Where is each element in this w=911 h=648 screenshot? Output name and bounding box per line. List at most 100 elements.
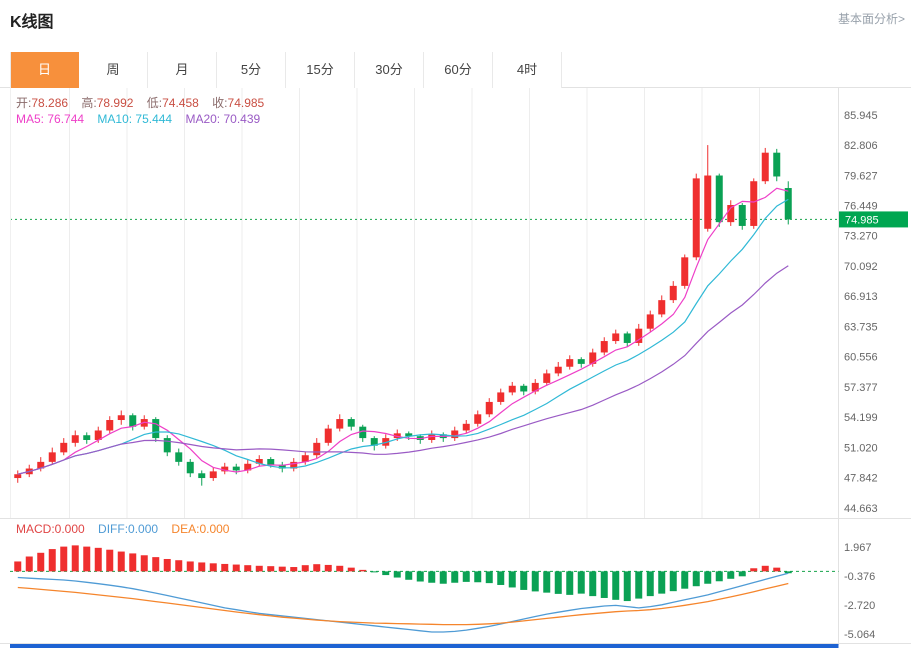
candle-body: [336, 419, 344, 429]
macd-hist-bar: [313, 564, 321, 572]
price-axis-label: 44.663: [844, 503, 878, 515]
candle-body: [198, 473, 206, 479]
candle-body: [48, 452, 56, 462]
macd-value: MACD:0.000: [16, 522, 85, 536]
macd-hist-bar: [566, 571, 574, 595]
tab-30min[interactable]: 30分: [355, 52, 424, 88]
candle-body: [600, 341, 608, 353]
candle-body: [267, 459, 275, 465]
macd-hist-bar: [198, 562, 206, 572]
price-axis-label: 47.842: [844, 473, 878, 485]
candle-body: [485, 401, 493, 415]
macd-hist-bar: [37, 552, 45, 572]
price-axis-label: 51.020: [844, 442, 878, 454]
candle-body: [163, 438, 171, 453]
price-axis-label: 76.449: [844, 200, 878, 212]
macd-hist-bar: [347, 567, 355, 572]
candle-body: [393, 433, 401, 439]
candle-body: [14, 474, 22, 479]
macd-hist-bar: [612, 571, 620, 600]
candle-body: [313, 442, 321, 456]
candle-body: [175, 452, 183, 462]
candle-body: [416, 436, 424, 440]
candle-body: [692, 178, 700, 258]
macd-hist-bar: [278, 566, 286, 572]
candle-body: [520, 385, 528, 392]
candle-body: [278, 464, 286, 469]
price-axis-label: 70.092: [844, 261, 878, 273]
tab-60min[interactable]: 60分: [424, 52, 493, 88]
macd-hist-bar: [359, 569, 367, 572]
kline-chart-svg[interactable]: 85.945 82.806 79.627 76.449 73.270 70.092 66.9…: [0, 88, 911, 648]
macd-hist-bar: [704, 571, 712, 584]
macd-hist-bar: [221, 563, 229, 572]
candle-body: [255, 459, 263, 464]
macd-hist-bar: [669, 571, 677, 592]
macd-hist-bar: [94, 547, 102, 572]
tab-4hour[interactable]: 4时: [493, 52, 562, 88]
candle-body: [612, 333, 620, 342]
macd-hist-bar: [474, 571, 482, 583]
macd-hist-bar: [209, 563, 217, 572]
candle-body: [71, 435, 79, 443]
ma5-value: MA5: 76.744: [16, 112, 85, 126]
candle-body: [152, 419, 160, 439]
macd-hist-bar: [244, 565, 252, 572]
chart-scrollbar[interactable]: [10, 644, 839, 648]
candle-body: [290, 461, 298, 469]
kline-chart[interactable]: 85.945 82.806 79.627 76.449 73.270 70.092 66.9…: [0, 88, 911, 648]
macd-hist-bar: [543, 571, 551, 593]
macd-hist-bar: [163, 558, 171, 572]
tab-15min[interactable]: 15分: [286, 52, 355, 88]
macd-hist-bar: [324, 564, 332, 572]
tab-day[interactable]: 日: [10, 52, 79, 88]
macd-hist-bar: [773, 567, 781, 572]
macd-hist-bar: [152, 557, 160, 572]
macd-hist-bar: [485, 571, 493, 584]
tab-month[interactable]: 月: [148, 52, 217, 88]
candle-body: [117, 415, 125, 421]
price-axis-label: 85.945: [844, 110, 878, 122]
macd-hist-bar: [589, 571, 597, 597]
candle-body: [129, 415, 137, 427]
candle-body: [669, 285, 677, 301]
diff-value: DIFF:0.000: [98, 522, 159, 536]
macd-hist-bar: [658, 571, 666, 594]
candle-body: [750, 181, 758, 226]
candle-body: [531, 382, 539, 392]
macd-hist-bar: [646, 571, 654, 597]
fundamental-analysis-link[interactable]: 基本面分析>: [837, 12, 905, 26]
candle-body: [405, 433, 413, 437]
tab-5min[interactable]: 5分: [217, 52, 286, 88]
macd-hist-bar: [531, 571, 539, 592]
candle-body: [784, 188, 792, 220]
macd-hist-bar: [405, 571, 413, 580]
candle-body: [635, 328, 643, 343]
macd-hist-bar: [738, 571, 746, 577]
candle-body: [761, 152, 769, 182]
macd-hist-bar: [554, 571, 562, 594]
candle-body: [428, 434, 436, 440]
macd-hist-bar: [428, 571, 436, 583]
price-axis-label: 73.270: [844, 231, 878, 243]
macd-hist-bar: [761, 565, 769, 572]
macd-hist-bar: [750, 568, 758, 572]
close-value: 收:74.985: [212, 96, 265, 110]
candle-body: [554, 366, 562, 374]
candle-body: [727, 205, 735, 223]
macd-hist-bar: [117, 551, 125, 572]
candle-body: [359, 426, 367, 439]
macd-hist-bar: [290, 567, 298, 572]
macd-hist-bar: [25, 556, 33, 572]
page-title: K线图: [10, 14, 54, 31]
macd-hist-bar: [635, 571, 643, 599]
price-axis-label: 57.377: [844, 382, 878, 394]
ma-legend: MA5: 76.744 MA10: 75.444 MA20: 70.439: [16, 112, 270, 126]
candle-body: [451, 430, 459, 439]
macd-hist-bar: [140, 555, 148, 572]
macd-hist-bar: [727, 571, 735, 579]
tab-week[interactable]: 周: [79, 52, 148, 88]
current-price-tag-text: 74.985: [845, 214, 879, 226]
candle-body: [508, 385, 516, 393]
